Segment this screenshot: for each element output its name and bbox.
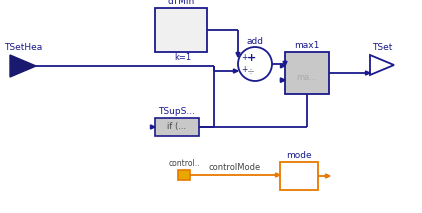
Polygon shape bbox=[276, 173, 280, 177]
Polygon shape bbox=[365, 71, 370, 75]
Polygon shape bbox=[281, 78, 285, 82]
Polygon shape bbox=[281, 78, 285, 82]
Text: +: + bbox=[241, 52, 247, 62]
Polygon shape bbox=[151, 125, 155, 129]
Polygon shape bbox=[325, 174, 330, 178]
Polygon shape bbox=[10, 55, 36, 77]
Polygon shape bbox=[233, 69, 238, 73]
Polygon shape bbox=[281, 64, 285, 68]
Circle shape bbox=[238, 47, 272, 81]
Bar bbox=[280, 162, 318, 190]
Text: +: + bbox=[246, 53, 256, 63]
Text: add: add bbox=[246, 36, 263, 46]
Text: if (...: if (... bbox=[168, 122, 187, 131]
Polygon shape bbox=[283, 61, 287, 66]
Text: ma...: ma... bbox=[296, 73, 318, 82]
Text: TSet: TSet bbox=[372, 43, 392, 52]
Polygon shape bbox=[370, 55, 394, 75]
Text: k=1: k=1 bbox=[174, 53, 192, 62]
Bar bbox=[155, 118, 199, 136]
Bar bbox=[178, 170, 190, 180]
Text: TSupS...: TSupS... bbox=[159, 108, 195, 117]
Text: +: + bbox=[241, 66, 247, 75]
Text: ÷: ÷ bbox=[247, 66, 255, 76]
Text: max1: max1 bbox=[294, 42, 320, 50]
Text: mode: mode bbox=[286, 151, 312, 161]
Text: control..: control.. bbox=[168, 160, 200, 168]
Bar bbox=[155, 8, 207, 52]
Text: TSetHea: TSetHea bbox=[4, 43, 42, 52]
Polygon shape bbox=[236, 52, 240, 57]
Bar bbox=[285, 52, 329, 94]
Text: controlMode: controlMode bbox=[209, 164, 261, 173]
Text: dTMin: dTMin bbox=[168, 0, 195, 7]
